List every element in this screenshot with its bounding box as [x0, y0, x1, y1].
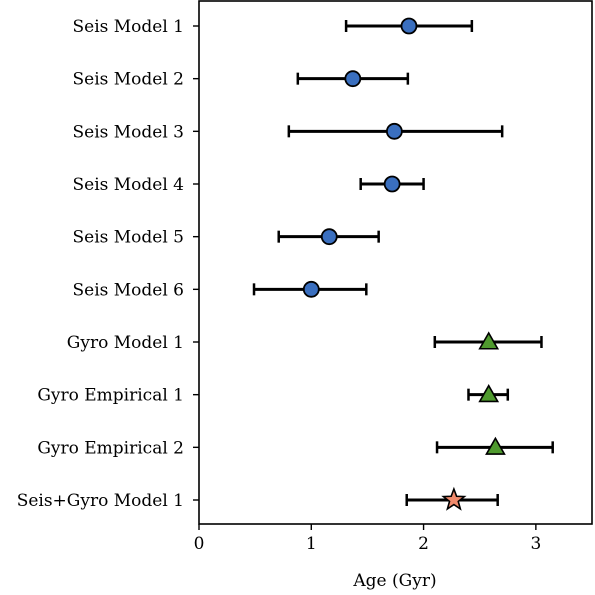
y-category-label: Seis Model 4	[72, 175, 184, 195]
y-category-label: Gyro Empirical 1	[37, 386, 184, 406]
x-axis-label: Age (Gyr)	[352, 571, 436, 591]
data-point-group	[359, 175, 425, 193]
data-point-group	[435, 436, 554, 455]
y-category-label: Seis Model 1	[72, 17, 184, 37]
y-category-label: Seis Model 2	[72, 70, 184, 90]
data-point-group	[277, 228, 380, 246]
star-marker	[441, 486, 467, 511]
data-point-group	[252, 280, 368, 298]
y-category-label: Gyro Model 1	[67, 333, 184, 353]
triangle-marker	[478, 384, 500, 403]
data-point-group	[344, 17, 474, 35]
y-category-label: Seis+Gyro Model 1	[17, 491, 184, 511]
triangle-marker	[485, 436, 506, 455]
y-category-label: Seis Model 3	[72, 122, 184, 142]
y-category-label: Seis Model 5	[72, 228, 184, 248]
axes: 0 1 2 3 Seis Model 1 Seis Model 2 Seis Model 3…	[17, 0, 593, 554]
circle-marker	[320, 228, 338, 246]
x-tick-label: 0	[194, 534, 205, 554]
y-category-label: Seis Model 6	[72, 280, 184, 300]
circle-marker	[383, 175, 401, 193]
data-point-group	[433, 331, 543, 350]
x-tick-label: 1	[306, 534, 317, 554]
data-point-group	[467, 384, 510, 403]
data-point-group	[405, 486, 499, 511]
x-tick-label: 2	[418, 534, 429, 554]
axes-frame	[198, 0, 593, 525]
y-category-label: Gyro Empirical 2	[37, 438, 184, 458]
circle-marker	[344, 70, 362, 88]
data-point-group	[287, 122, 504, 140]
triangle-marker	[478, 331, 500, 350]
circle-marker	[385, 122, 403, 140]
circle-marker	[302, 280, 320, 298]
plot-area	[252, 17, 554, 511]
circle-marker	[400, 17, 418, 35]
data-point-group	[296, 70, 410, 88]
x-tick-label: 3	[530, 534, 541, 554]
